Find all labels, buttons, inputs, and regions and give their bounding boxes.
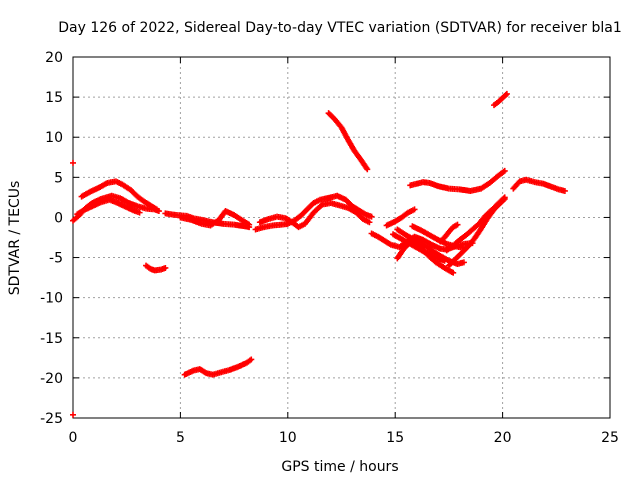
data-point	[246, 221, 253, 228]
y-tick-label: 20	[45, 50, 63, 66]
data-point	[364, 166, 371, 173]
series-track-3	[74, 196, 143, 218]
data-point	[454, 221, 461, 228]
y-tick-label: 15	[45, 90, 63, 106]
data-point	[460, 259, 467, 266]
data-point	[500, 196, 507, 203]
series-track-6	[143, 262, 169, 274]
data-point	[502, 91, 509, 98]
data-point	[70, 159, 76, 166]
y-tick-label: 0	[54, 210, 63, 226]
y-tick-label: 10	[45, 130, 63, 146]
series-track-21	[491, 90, 510, 109]
y-tick-label: -15	[40, 331, 63, 347]
series-track-19	[437, 221, 461, 245]
series-track-10	[325, 110, 371, 173]
data-point	[153, 206, 160, 213]
y-tick-labels: -25 -20 -15 -10 -5 0 5 10 15 20	[40, 50, 63, 427]
chart-title: Day 126 of 2022, Sidereal Day-to-day VTE…	[58, 20, 621, 36]
series-track-15	[390, 231, 448, 264]
data-point	[501, 167, 508, 174]
x-tick-label: 10	[279, 430, 297, 446]
series-track-16	[409, 223, 467, 251]
series-track-12	[383, 206, 418, 229]
data-point	[411, 206, 418, 213]
plot-frame	[72, 56, 611, 419]
data-point	[136, 209, 143, 216]
series-track-22	[510, 176, 568, 194]
data-point	[450, 269, 457, 276]
y-tick-label: -20	[40, 371, 63, 387]
x-tick-label: 5	[176, 430, 185, 446]
data-point	[561, 187, 568, 194]
series-track-7	[181, 356, 255, 378]
x-tick-label: 0	[69, 430, 78, 446]
data-point	[162, 264, 169, 271]
data-point	[501, 195, 508, 202]
series-track-9	[256, 200, 373, 231]
data-series	[70, 90, 568, 418]
axis-ticks	[72, 56, 611, 419]
x-tick-label: 25	[601, 430, 619, 446]
series-track-18	[445, 195, 508, 269]
y-tick-label: -25	[40, 411, 63, 427]
data-point	[503, 90, 510, 97]
series-track-23	[70, 159, 76, 418]
y-tick-label: -5	[49, 251, 63, 267]
series-track-5	[177, 208, 253, 229]
x-tick-label: 20	[494, 430, 512, 446]
x-tick-labels: 0 5 10 15 20 25	[69, 430, 619, 446]
y-axis-label: SDTVAR / TECUs	[7, 181, 23, 296]
data-point	[70, 411, 76, 418]
x-tick-label: 15	[386, 430, 404, 446]
data-point	[368, 213, 375, 220]
y-tick-label: -10	[40, 291, 63, 307]
y-tick-label: 5	[54, 170, 63, 186]
data-point	[441, 257, 448, 264]
data-point	[248, 356, 255, 363]
data-point	[366, 219, 373, 226]
x-axis-label: GPS time / hours	[281, 459, 398, 475]
series-track-2	[78, 178, 160, 213]
series-track-20	[407, 167, 508, 194]
grid-lines	[73, 57, 610, 418]
